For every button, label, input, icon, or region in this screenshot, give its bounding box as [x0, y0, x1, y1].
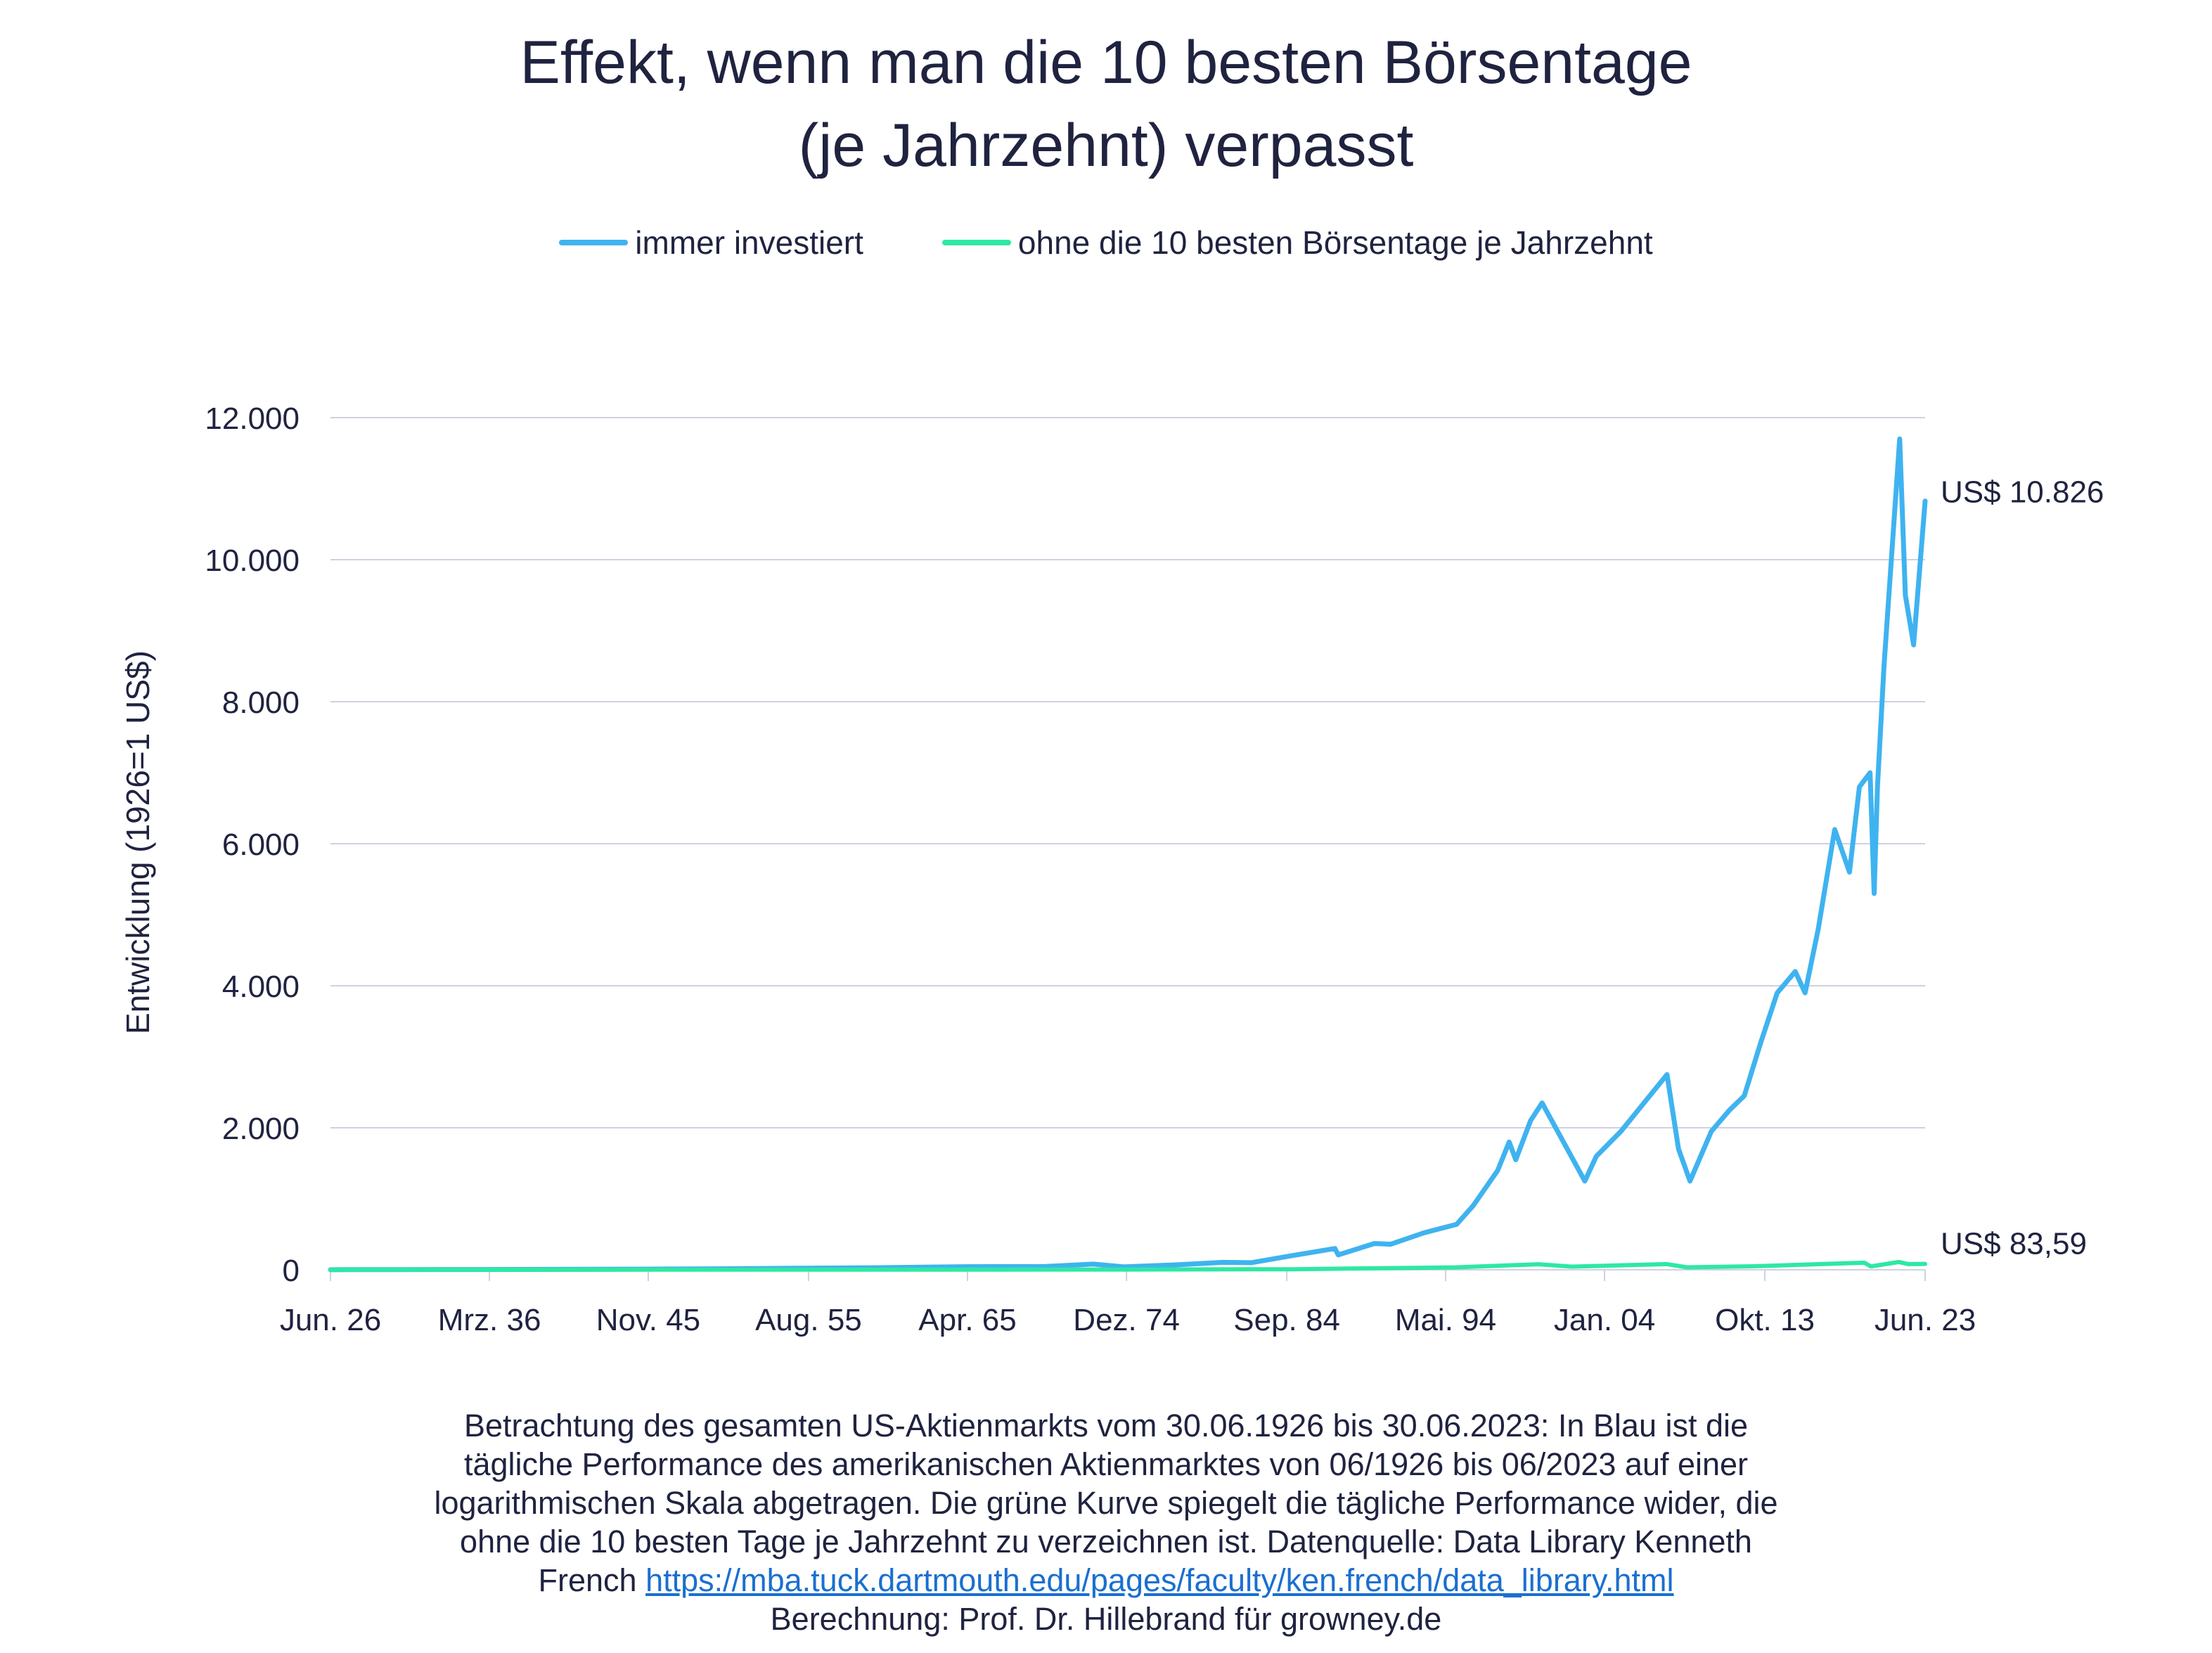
legend-label-ohne-beste-tage: ohne die 10 besten Börsentage je Jahrzeh… — [1017, 224, 1653, 261]
x-tick-label-10: Jun. 23 — [1875, 1303, 1976, 1337]
x-tick-label-1: Mrz. 36 — [438, 1303, 541, 1337]
footnote-line-3: logarithmischen Skala abgetragen. Die gr… — [434, 1485, 1778, 1521]
x-tick-label-7: Mai. 94 — [1395, 1303, 1496, 1337]
data-library-link[interactable]: https://mba.tuck.dartmouth.edu/pages/fac… — [645, 1562, 1674, 1598]
x-tick-label-8: Jan. 04 — [1554, 1303, 1655, 1337]
y-axis-label: Entwicklung (1926=1 US$) — [120, 650, 156, 1034]
y-tick-label-3: 6.000 — [222, 828, 300, 862]
series-end-label-1: US$ 83,59 — [1941, 1227, 2087, 1261]
y-axis-tick-labels: 0 2.000 4.000 6.000 8.000 10.000 12.000 — [205, 401, 300, 1288]
y-tick-label-6: 12.000 — [205, 401, 300, 436]
series-end-label-0: US$ 10.826 — [1941, 475, 2104, 510]
x-tick-label-5: Dez. 74 — [1073, 1303, 1180, 1337]
x-tick-label-6: Sep. 84 — [1233, 1303, 1340, 1337]
x-axis-tick-labels: Jun. 26 Mrz. 36 Nov. 45 Aug. 55 Apr. 65 Dez. … — [280, 1270, 1976, 1337]
footnote-line-5: French https://mba.tuck.dartmouth.edu/pa… — [366, 1561, 1846, 1600]
series-lines — [328, 436, 1928, 1273]
chart-title: Effekt, wenn man die 10 besten Börsentag… — [0, 21, 2212, 187]
x-tick-label-2: Nov. 45 — [596, 1303, 700, 1337]
x-tick-label-9: Okt. 13 — [1715, 1303, 1815, 1337]
y-tick-label-5: 10.000 — [205, 544, 300, 578]
legend-label-immer-investiert: immer investiert — [635, 224, 863, 261]
legend-item-ohne-beste-tage: ohne die 10 besten Börsentage je Jahrzeh… — [941, 224, 1653, 262]
x-tick-label-0: Jun. 26 — [280, 1303, 381, 1337]
legend-swatch-blue — [559, 240, 629, 245]
grid-lines — [330, 417, 1925, 1128]
footnote: Betrachtung des gesamten US-Aktienmarkts… — [366, 1406, 1846, 1638]
series-line-1 — [328, 1259, 1927, 1272]
series-end-labels: US$ 10.826 US$ 83,59 — [1941, 475, 2104, 1261]
footnote-source-prefix: French — [538, 1562, 646, 1598]
footnote-line-1: Betrachtung des gesamten US-Aktienmarkts… — [463, 1408, 1749, 1443]
x-tick-label-4: Apr. 65 — [918, 1303, 1016, 1337]
chart-legend: immer investiert ohne die 10 besten Börs… — [0, 224, 2212, 262]
y-tick-label-2: 4.000 — [222, 970, 300, 1004]
y-tick-label-1: 2.000 — [222, 1112, 300, 1146]
y-tick-label-0: 0 — [283, 1254, 300, 1288]
footnote-line-4: ohne die 10 besten Tage je Jahrzehnt zu … — [460, 1524, 1752, 1559]
footnote-line-2: tägliche Performance des amerikanischen … — [463, 1446, 1749, 1482]
chart-title-line-2: (je Jahrzehnt) verpasst — [798, 112, 1414, 179]
line-chart: 0 2.000 4.000 6.000 8.000 10.000 12.000 Jun. 2… — [120, 401, 2104, 1337]
series-line-0 — [328, 436, 1928, 1273]
legend-swatch-green — [941, 240, 1011, 245]
y-tick-label-4: 8.000 — [222, 686, 300, 720]
footnote-line-6: Berechnung: Prof. Dr. Hillebrand für gro… — [770, 1601, 1442, 1637]
legend-item-immer-investiert: immer investiert — [559, 224, 863, 262]
chart-title-line-1: Effekt, wenn man die 10 besten Börsentag… — [520, 29, 1692, 96]
x-tick-label-3: Aug. 55 — [755, 1303, 862, 1337]
